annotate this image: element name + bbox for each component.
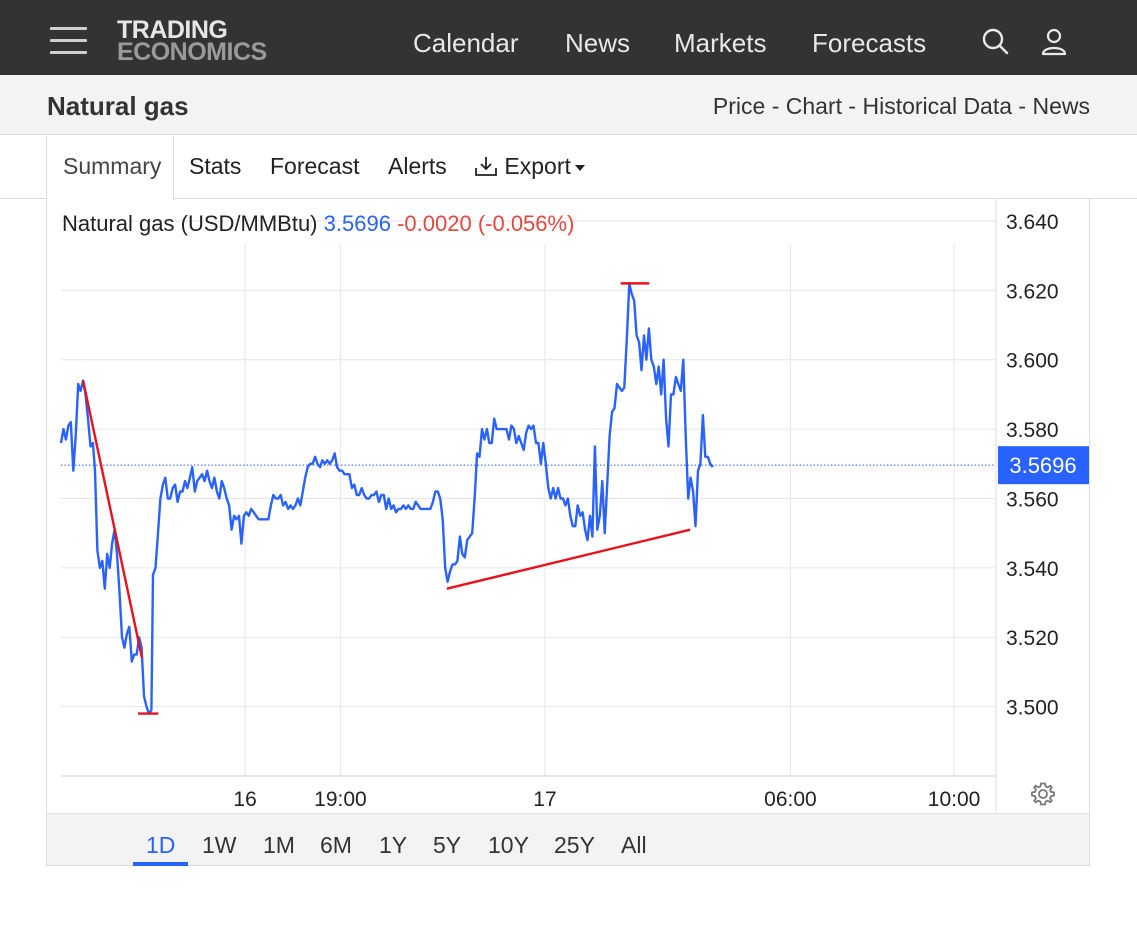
- gear-icon[interactable]: [1030, 781, 1056, 807]
- caret-down-icon: [574, 164, 585, 171]
- menu-icon[interactable]: [50, 27, 87, 54]
- y-tick-label: 3.620: [1006, 280, 1059, 303]
- range-5y[interactable]: 5Y: [433, 832, 462, 858]
- last-price-badge-label: 3.5696: [1009, 453, 1076, 478]
- y-tick-label: 3.600: [1006, 350, 1059, 373]
- y-tick-label: 3.500: [1006, 697, 1059, 720]
- range-all[interactable]: All: [621, 832, 647, 858]
- download-icon: [475, 157, 497, 176]
- link-separator: -: [1012, 93, 1033, 119]
- x-tick-label: 16: [233, 788, 256, 811]
- search-icon[interactable]: [980, 26, 1012, 58]
- nav-calendar[interactable]: Calendar: [413, 28, 519, 58]
- tabs-row: Summary Stats Forecast Alerts Export: [0, 135, 1137, 200]
- y-tick-label: 3.540: [1006, 558, 1059, 581]
- tab-summary[interactable]: Summary: [46, 135, 174, 200]
- last-price-badge: [998, 446, 1089, 485]
- price-change: -0.0020: [397, 211, 472, 236]
- range-1y[interactable]: 1Y: [379, 832, 408, 858]
- x-tick-label: 06:00: [764, 788, 817, 811]
- nav-forecasts[interactable]: Forecasts: [812, 28, 927, 58]
- y-tick-label: 3.640: [1006, 211, 1059, 234]
- trend-line[interactable]: [81, 380, 144, 659]
- tab-export[interactable]: Export: [474, 153, 585, 180]
- range-10y[interactable]: 10Y: [488, 832, 529, 858]
- logo-line1: TRADING: [117, 16, 228, 44]
- range-1w[interactable]: 1W: [202, 832, 237, 858]
- link-chart[interactable]: Chart: [785, 93, 843, 119]
- top-navigation-bar: TRADING ECONOMICS Calendar News Markets …: [0, 0, 1137, 75]
- quote-line: Natural gas (USD/MMBtu) 3.5696 -0.0020 (…: [62, 211, 574, 237]
- active-range-indicator: [133, 862, 188, 866]
- tab-alerts[interactable]: Alerts: [388, 153, 447, 179]
- x-tick-label: 19:00: [314, 788, 367, 811]
- y-tick-label: 3.520: [1006, 627, 1059, 650]
- instrument-name: Natural gas (USD/MMBtu): [62, 211, 318, 236]
- page-title: Natural gas: [47, 91, 189, 121]
- link-news[interactable]: News: [1032, 93, 1090, 119]
- range-1m[interactable]: 1M: [263, 832, 295, 858]
- chart-panel: [46, 199, 1090, 866]
- export-label: Export: [504, 153, 571, 179]
- x-tick-label: 17: [533, 788, 556, 811]
- tab-stats[interactable]: Stats: [189, 153, 242, 179]
- nav-news[interactable]: News: [565, 28, 631, 58]
- range-1d[interactable]: 1D: [146, 832, 176, 858]
- instrument-header: Natural gas Price - Chart - Historical D…: [0, 75, 1137, 135]
- last-price: 3.5696: [323, 211, 391, 236]
- user-icon[interactable]: [1038, 26, 1070, 58]
- x-tick-label: 10:00: [928, 788, 981, 811]
- tab-forecast[interactable]: Forecast: [270, 153, 360, 179]
- range-25y[interactable]: 25Y: [554, 832, 595, 858]
- range-6m[interactable]: 6M: [320, 832, 352, 858]
- logo-line2: ECONOMICS: [117, 38, 267, 66]
- price-change-percent: (-0.056%): [477, 211, 575, 236]
- range-selector: 1D 1W 1M 6M 1Y 5Y 10Y 25Y All: [47, 813, 1089, 866]
- y-tick-label: 3.560: [1006, 488, 1059, 511]
- link-separator: -: [765, 93, 786, 119]
- y-tick-label: 3.580: [1006, 419, 1059, 442]
- nav-markets[interactable]: Markets: [674, 28, 767, 58]
- price-series-line: [59, 282, 714, 715]
- logo[interactable]: TRADING ECONOMICS: [117, 16, 267, 66]
- instrument-links: Price - Chart - Historical Data - News: [713, 93, 1090, 120]
- link-historical-data[interactable]: Historical Data: [862, 93, 1013, 119]
- link-price[interactable]: Price: [712, 93, 766, 119]
- trend-line[interactable]: [446, 528, 691, 590]
- link-separator: -: [842, 93, 863, 119]
